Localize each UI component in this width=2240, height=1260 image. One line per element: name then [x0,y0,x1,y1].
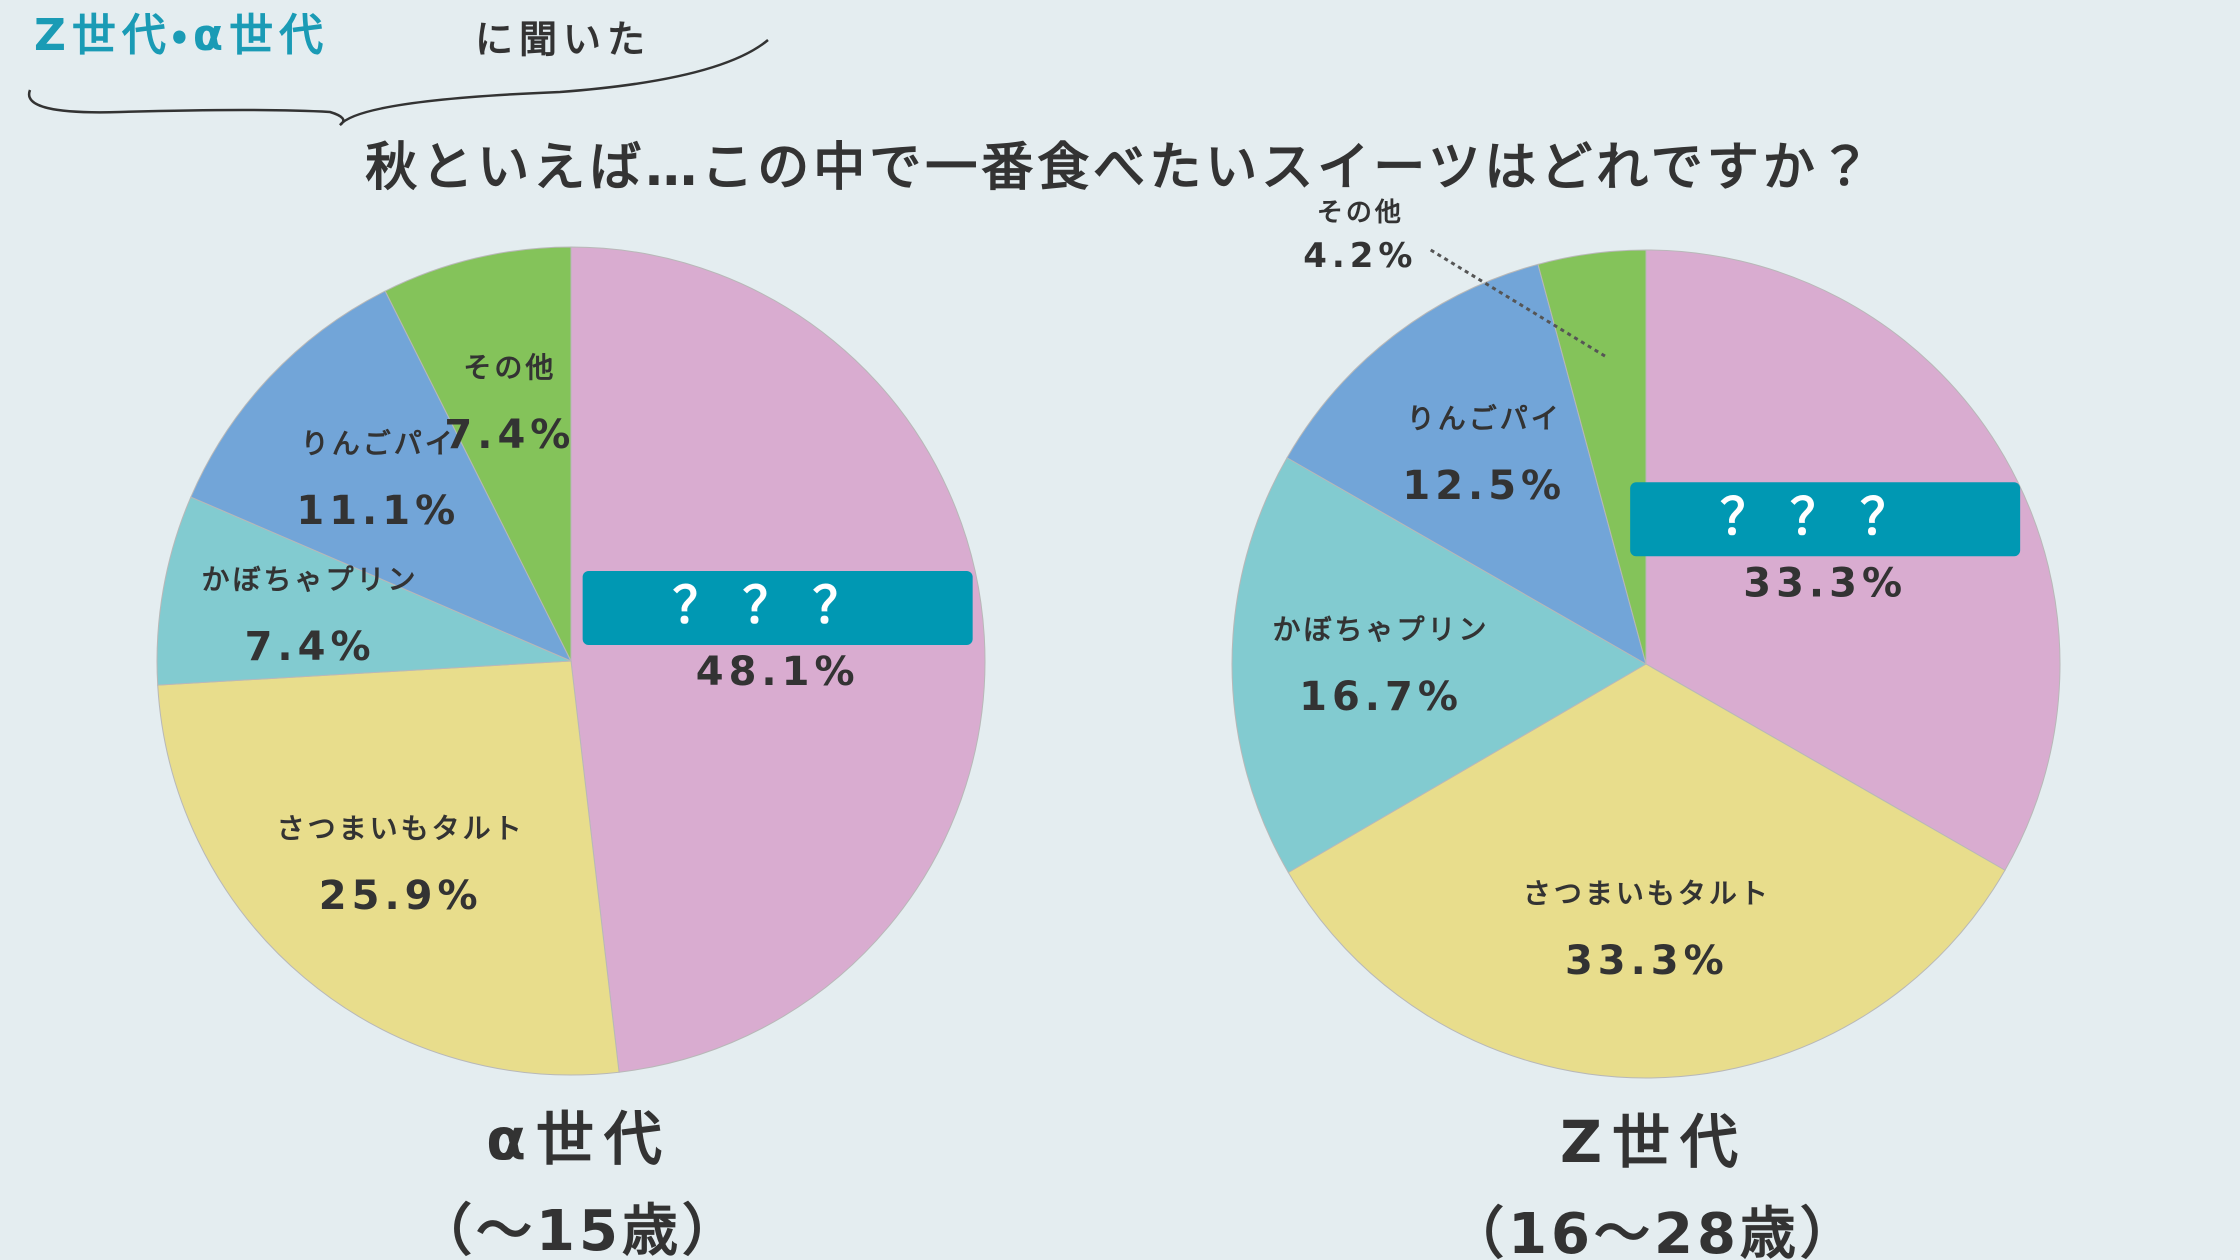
category-label: かぼちゃプリン [1273,613,1490,646]
category-label: その他 [1317,198,1404,228]
value-label: 7.4% [245,624,376,670]
pie-slice [156,496,572,686]
category-label: りんごパイ [1407,402,1562,435]
category-label: さつまいもタルト [277,812,525,845]
leader-line [1429,248,1606,358]
pie-slice [570,246,986,1073]
pie-slice [157,660,620,1076]
pie-slice [1286,263,1647,666]
value-label: 12.5% [1402,463,1566,509]
value-label: 4.2% [1303,236,1417,276]
pie-slice [1645,249,2061,871]
pie-subtitle: （16〜28歳） [1448,1202,1860,1260]
tag-underline [27,39,769,127]
category-label: ？？？ [1720,488,1930,546]
pie-slice [190,290,573,663]
value-label: 33.3% [1743,560,1907,606]
category-label: かぼちゃプリン [202,563,419,596]
category-label: りんごパイ [301,427,456,460]
main-title: 秋といえば…この中で一番食べたいスイーツはどれですか？ [365,138,1874,198]
category-label: ？？？ [673,576,883,634]
highlight-box [1630,482,2021,557]
value-label: 25.9% [319,873,483,919]
tag-highlight: Z世代・α世代 [34,10,329,61]
value-label: 16.7% [1299,674,1463,720]
value-label: 48.1% [696,649,860,695]
value-label: 11.1% [296,488,460,534]
category-label: さつまいもタルト [1523,877,1771,910]
pie-slice [1537,249,1647,665]
category-label: その他 [463,351,556,384]
value-label: 7.4% [444,412,575,458]
pie-subtitle: （〜15歳） [416,1199,742,1260]
value-label: 33.3% [1565,938,1729,984]
tag-rest: に聞いた [475,18,651,62]
pie-slice [1287,663,2006,1079]
pie-slice [1231,457,1647,874]
pie-slice [384,246,572,662]
pie-title: Z世代 [1560,1108,1748,1176]
highlight-box [582,570,973,645]
pie-title: α世代 [486,1105,672,1173]
